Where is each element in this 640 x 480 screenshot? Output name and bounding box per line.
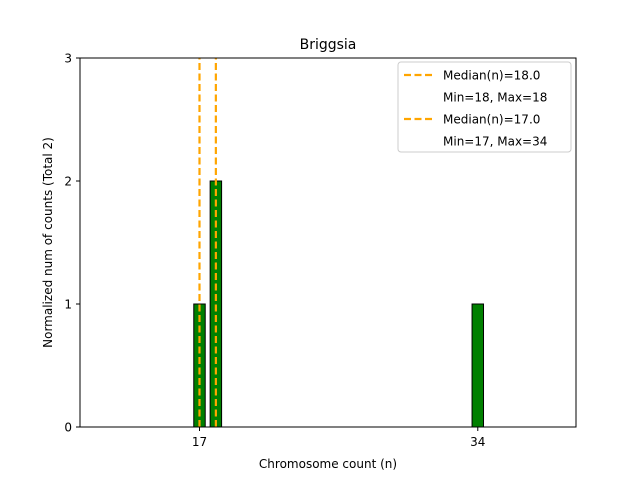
x-tick-label: 34 — [470, 435, 485, 449]
x-axis-label: Chromosome count (n) — [259, 457, 397, 471]
y-axis: 0 1 2 3 — [64, 52, 80, 435]
legend-median-2-label: Median(n)=17.0 — [443, 113, 540, 127]
bar — [471, 303, 485, 428]
legend-range-2-label: Min=17, Max=34 — [443, 135, 547, 149]
x-axis: 17 34 — [192, 427, 485, 449]
x-tick-label: 17 — [192, 435, 207, 449]
chart-title: Briggsia — [300, 37, 357, 53]
median-lines — [198, 58, 217, 427]
y-tick-label: 3 — [64, 52, 72, 66]
y-tick-label: 0 — [64, 421, 72, 435]
bar — [193, 303, 206, 428]
legend: Median(n)=18.0 Min=18, Max=18 Median(n)=… — [397, 61, 572, 153]
legend-box — [397, 61, 572, 153]
y-tick-label: 1 — [64, 298, 72, 312]
plot-frame — [79, 57, 577, 428]
y-tick-label: 2 — [64, 175, 72, 189]
legend-median-1-label: Median(n)=18.0 — [443, 69, 540, 83]
legend-range-1-label: Min=18, Max=18 — [443, 91, 547, 105]
y-axis-label: Normalized num of counts (Total 2) — [41, 137, 55, 348]
